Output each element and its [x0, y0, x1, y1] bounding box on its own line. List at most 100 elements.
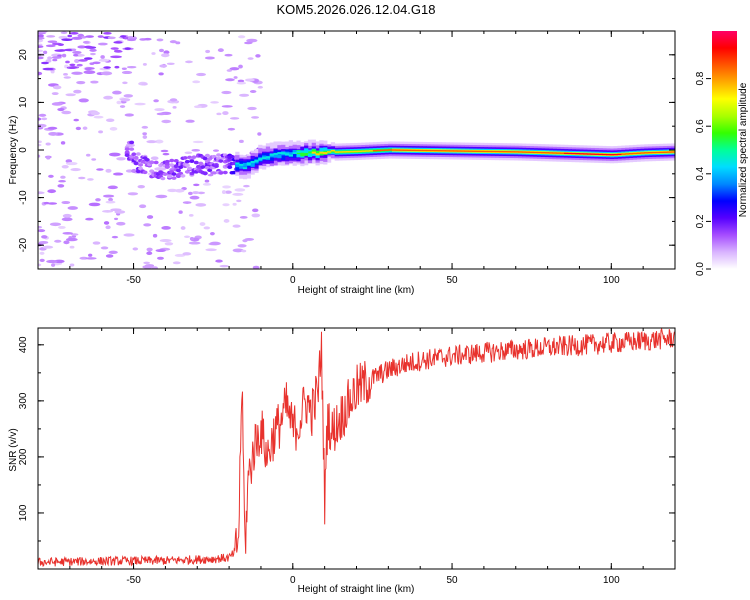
spectrogram-ridge-cell: [369, 150, 374, 152]
spectrogram-ridge-cell: [411, 149, 416, 152]
spectrogram-noise-cell: [244, 41, 253, 45]
spectrogram-noise-cell: [69, 263, 75, 267]
spectrogram-noise-cell: [107, 185, 118, 190]
spectrogram-noise-cell: [249, 90, 257, 93]
spectrogram-noise-cell: [39, 258, 45, 263]
spectrogram-ridge-cell: [284, 153, 290, 156]
spectrogram-ridge-cell: [315, 150, 320, 155]
spectrogram-signal-cell: [164, 162, 170, 167]
spectrogram-signal-cell: [184, 163, 190, 168]
spectrogram-ridge-cell: [239, 163, 244, 166]
spectrogram-noise-cell: [88, 253, 93, 257]
spectrogram-noise-cell: [95, 198, 101, 202]
spectrogram-noise-cell: [38, 140, 42, 144]
spectrogram-noise-cell: [98, 130, 104, 134]
spectrogram-signal-cell: [144, 157, 150, 162]
spectrogram-noise-cell: [65, 93, 76, 97]
spectrogram-noise-cell: [221, 105, 233, 108]
spectrogram-noise-cell: [192, 191, 200, 195]
spectrogram-noise-cell: [207, 173, 214, 177]
spectrogram-noise-cell: [69, 245, 75, 249]
spectrogram-noise-cell: [75, 126, 82, 131]
spectrogram-ridge-cell: [575, 152, 580, 155]
spectrogram-noise-cell: [54, 49, 66, 52]
spectrogram-ridge-cell: [338, 151, 343, 153]
spectrogram-noise-cell: [85, 153, 91, 157]
spectrogram-noise-cell: [126, 38, 137, 42]
spectrogram-ytick-label: 0: [18, 147, 29, 153]
spectrogram-noise-cell: [142, 135, 148, 139]
spectrogram-noise-cell: [69, 66, 78, 69]
spectrogram-noise-cell: [192, 80, 201, 84]
spectrogram-noise-cell: [205, 49, 211, 54]
spectrogram-noise-cell: [252, 265, 260, 269]
spectrogram-noise-cell: [38, 49, 44, 53]
spectrogram-noise-cell: [110, 47, 119, 50]
spectrogram-noise-cell: [169, 40, 177, 44]
spectrogram-noise-cell: [239, 215, 248, 219]
spectrogram-noise-cell: [105, 118, 115, 122]
spectrogram-ridge-cell: [472, 150, 477, 152]
spectrogram-ridge-cell: [667, 151, 672, 153]
spectrogram-signal-cell: [222, 170, 228, 175]
spectrogram-ridge-cell: [495, 150, 500, 153]
spectrogram-signal-cell: [229, 154, 235, 159]
spectrogram-ridge-cell: [487, 150, 492, 153]
spectrogram-noise-cell: [169, 98, 178, 102]
spectrogram-noise-cell: [247, 106, 257, 111]
spectrogram-ridge-cell: [625, 153, 630, 155]
spectrogram-noise-cell: [236, 199, 242, 203]
spectrogram-ridge-cell: [250, 161, 255, 164]
spectrogram-ridge-cell: [296, 150, 301, 153]
spectrogram-noise-cell: [65, 237, 78, 242]
spectrogram-noise-cell: [124, 47, 131, 50]
spectrogram-noise-cell: [103, 95, 113, 100]
spectrogram-noise-cell: [38, 229, 46, 233]
spectrogram-noise-cell: [241, 249, 247, 253]
spectrogram-ridge-cell: [537, 151, 542, 154]
spectrogram-noise-cell: [221, 90, 232, 95]
spectrogram-ridge-cell: [590, 153, 595, 155]
spectrogram-noise-cell: [232, 248, 244, 253]
spectrogram-noise-cell: [237, 244, 247, 248]
spectrogram-ridge-cell: [563, 152, 569, 155]
spectrogram-ridge-cell: [292, 149, 297, 154]
spectrogram-noise-cell: [184, 235, 191, 239]
spectrogram-ridge-cell: [315, 153, 320, 156]
snr-axes: -50 0 50 100 100 200 300 400: [18, 328, 676, 586]
spectrogram-noise-cell: [219, 264, 229, 268]
spectrogram-ridge-cell: [304, 151, 309, 156]
spectrogram-noise-cell: [50, 69, 55, 74]
snr-ytick-label: 100: [18, 504, 29, 521]
spectrogram-ridge-cell: [491, 150, 496, 153]
spectrogram-ytick-label: -10: [18, 190, 29, 205]
spectrogram-noise-cell: [124, 36, 129, 40]
spectrogram-ridge-cell: [632, 152, 637, 155]
spectrogram-ridge-cell: [239, 164, 244, 169]
snr-ylabel: SNR (v/v): [8, 428, 19, 471]
spectrogram-noise-cell: [92, 61, 101, 65]
spectrogram-signal-cell: [202, 171, 208, 176]
spectrogram-noise-cell: [227, 127, 236, 131]
spectrogram-noise-cell: [57, 184, 65, 188]
spectrogram-noise-cell: [38, 71, 43, 76]
spectrogram-signal-cell: [160, 176, 166, 181]
spectrogram-signal-cell: [138, 166, 144, 171]
spectrogram-noise-cell: [141, 82, 148, 86]
spectrogram-noise-cell: [70, 233, 79, 236]
spectrogram-noise-cell: [161, 53, 170, 58]
snr-series-line: [38, 328, 675, 567]
spectrogram-noise-cell: [205, 248, 217, 252]
spectrogram-noise-cell: [121, 67, 127, 70]
spectrogram-noise-cell: [159, 239, 172, 243]
spectrogram-ridge-cell: [353, 150, 358, 153]
spectrogram-signal-cell: [138, 163, 144, 167]
spectrogram-noise-cell: [51, 102, 63, 106]
spectrogram-ytick-label: 20: [18, 49, 29, 61]
spectrogram-xtick-label: 100: [603, 275, 620, 286]
spectrogram-noise-cell: [38, 143, 42, 147]
spectrogram-noise-cell: [113, 41, 123, 44]
spectrogram-noise-cell: [160, 149, 169, 153]
spectrogram-noise-cell: [81, 35, 87, 39]
spectrogram-noise-cell: [251, 116, 260, 119]
